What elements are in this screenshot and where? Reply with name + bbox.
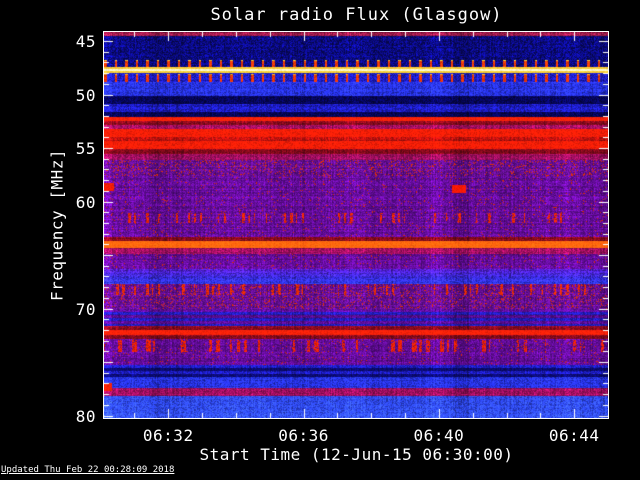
plot-frame <box>103 31 609 419</box>
chart-title: Solar radio Flux (Glasgow) <box>210 5 503 25</box>
x-axis-label: Start Time (12-Jun-15 06:30:00) <box>199 445 514 464</box>
x-tick-label: 06:40 <box>413 426 465 445</box>
y-tick-label: 50 <box>75 85 96 105</box>
x-tick-label: 06:32 <box>142 426 194 445</box>
x-tick-label: 06:44 <box>548 426 600 445</box>
updated-timestamp: Updated Thu Feb 22 00:28:09 2018 <box>1 465 175 475</box>
y-tick-label: 55 <box>75 139 96 158</box>
y-axis-label: Frequency [MHz] <box>47 149 67 301</box>
y-tick-label: 70 <box>75 299 96 319</box>
y-tick-label: 45 <box>75 32 96 51</box>
y-tick-label: 60 <box>75 192 96 212</box>
y-tick-label: 80 <box>75 406 96 426</box>
x-tick-label: 06:36 <box>278 426 329 445</box>
spectrogram-canvas <box>104 32 608 418</box>
